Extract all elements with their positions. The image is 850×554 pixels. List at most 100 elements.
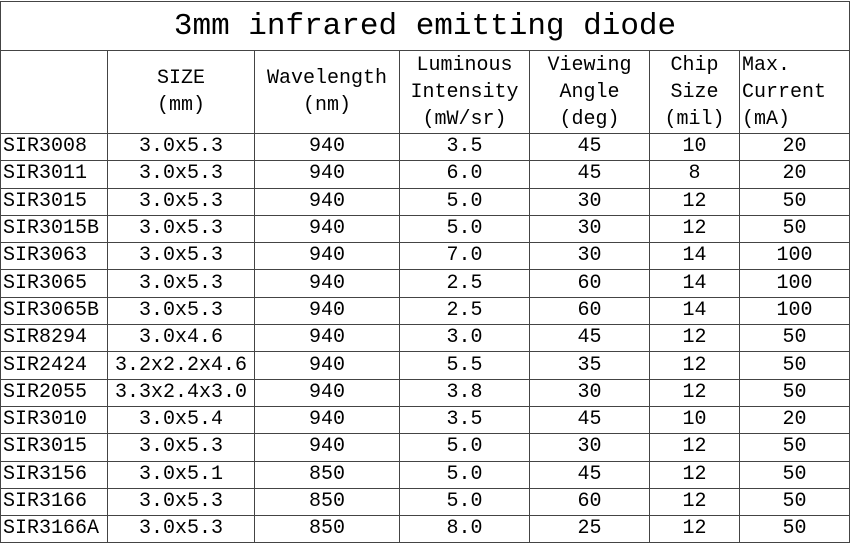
header-line: Luminous bbox=[416, 53, 513, 77]
data-row: SIR3010 3.0x5.4 940 3.5 45 10 20 bbox=[0, 405, 850, 435]
cell: 850 bbox=[254, 487, 400, 517]
cell: 12 bbox=[649, 433, 740, 462]
cell: 50 bbox=[738, 515, 850, 544]
cell: 2.5 bbox=[399, 296, 530, 326]
cell: 100 bbox=[738, 242, 850, 271]
header-cell: Chip Size (mil) bbox=[649, 50, 740, 134]
cell: 20 bbox=[738, 132, 850, 162]
part-number: SIR3015B bbox=[0, 214, 108, 244]
cell: 8 bbox=[649, 160, 740, 189]
cell: 3.5 bbox=[399, 132, 530, 162]
cell: 3.0x5.3 bbox=[107, 487, 255, 517]
part-number: SIR3063 bbox=[0, 242, 108, 271]
part-number: SIR3010 bbox=[0, 405, 108, 435]
cell: 3.8 bbox=[399, 378, 530, 407]
cell: 2.5 bbox=[399, 269, 530, 298]
header-line: (mA) bbox=[742, 107, 791, 131]
cell: 3.0x5.3 bbox=[107, 433, 255, 462]
cell: 14 bbox=[649, 296, 740, 326]
cell: 3.0x5.3 bbox=[107, 187, 255, 216]
cell: 3.0x4.6 bbox=[107, 324, 255, 353]
cell: 30 bbox=[529, 378, 650, 407]
data-row: SIR3063 3.0x5.3 940 7.0 30 14 100 bbox=[0, 242, 850, 271]
cell: 45 bbox=[529, 324, 650, 353]
cell: 60 bbox=[529, 296, 650, 326]
data-row: SIR8294 3.0x4.6 940 3.0 45 12 50 bbox=[0, 324, 850, 353]
cell: 3.0 bbox=[399, 324, 530, 353]
cell: 940 bbox=[254, 187, 400, 216]
cell: 940 bbox=[254, 242, 400, 271]
cell: 100 bbox=[738, 296, 850, 326]
data-row: SIR2055 3.3x2.4x3.0 940 3.8 30 12 50 bbox=[0, 378, 850, 407]
data-row: SIR3015B 3.0x5.3 940 5.0 30 12 50 bbox=[0, 214, 850, 244]
cell: 3.2x2.2x4.6 bbox=[107, 351, 255, 380]
data-row: SIR3166 3.0x5.3 850 5.0 60 12 50 bbox=[0, 487, 850, 517]
cell: 850 bbox=[254, 515, 400, 544]
part-number: SIR3156 bbox=[0, 460, 108, 489]
cell: 12 bbox=[649, 324, 740, 353]
cell: 35 bbox=[529, 351, 650, 380]
part-number: SIR3065B bbox=[0, 296, 108, 326]
cell: 50 bbox=[738, 487, 850, 517]
cell: 3.5 bbox=[399, 405, 530, 435]
cell: 12 bbox=[649, 214, 740, 244]
cell: 12 bbox=[649, 187, 740, 216]
cell: 3.0x5.4 bbox=[107, 405, 255, 435]
cell: 12 bbox=[649, 378, 740, 407]
cell: 50 bbox=[738, 433, 850, 462]
cell: 12 bbox=[649, 351, 740, 380]
cell: 25 bbox=[529, 515, 650, 544]
cell: 3.3x2.4x3.0 bbox=[107, 378, 255, 407]
header-cell: Viewing Angle (deg) bbox=[529, 50, 650, 134]
cell: 12 bbox=[649, 460, 740, 489]
cell: 940 bbox=[254, 214, 400, 244]
header-line: Wavelength bbox=[266, 67, 388, 90]
cell: 5.5 bbox=[399, 351, 530, 380]
cell: 50 bbox=[738, 187, 850, 216]
header-row: SIZE (mm) Wavelength (nm) Luminous Intensity (… bbox=[0, 50, 850, 134]
part-number: SIR2055 bbox=[0, 378, 108, 407]
data-row: SIR3166A 3.0x5.3 850 8.0 25 12 50 bbox=[0, 515, 850, 544]
data-row: SIR3156 3.0x5.1 850 5.0 45 12 50 bbox=[0, 460, 850, 489]
cell: 45 bbox=[529, 160, 650, 189]
cell: 100 bbox=[738, 269, 850, 298]
part-number: SIR3166 bbox=[0, 487, 108, 517]
header-cell bbox=[0, 50, 108, 134]
cell: 20 bbox=[738, 405, 850, 435]
cell: 30 bbox=[529, 187, 650, 216]
header-cell: SIZE (mm) bbox=[107, 50, 255, 134]
cell: 3.0x5.3 bbox=[107, 269, 255, 298]
cell: 5.0 bbox=[399, 460, 530, 489]
cell: 8.0 bbox=[399, 515, 530, 544]
cell: 940 bbox=[254, 160, 400, 189]
cell: 5.0 bbox=[399, 487, 530, 517]
cell: 940 bbox=[254, 132, 400, 162]
cell: 3.0x5.3 bbox=[107, 296, 255, 326]
header-line: Current bbox=[742, 80, 827, 104]
header-line: (mW/sr) bbox=[422, 107, 507, 131]
part-number: SIR3015 bbox=[0, 187, 108, 216]
header-line: Chip bbox=[670, 53, 719, 77]
cell: 850 bbox=[254, 460, 400, 489]
cell: 60 bbox=[529, 269, 650, 298]
cell: 45 bbox=[529, 460, 650, 489]
header-line: (mm) bbox=[156, 94, 205, 117]
header-line: Viewing bbox=[547, 53, 632, 77]
data-row: SIR3011 3.0x5.3 940 6.0 45 8 20 bbox=[0, 160, 850, 189]
cell: 3.0x5.1 bbox=[107, 460, 255, 489]
part-number: SIR3008 bbox=[0, 132, 108, 162]
header-line: (nm) bbox=[302, 94, 351, 117]
cell: 50 bbox=[738, 378, 850, 407]
cell: 30 bbox=[529, 214, 650, 244]
cell: 50 bbox=[738, 460, 850, 489]
cell: 12 bbox=[649, 515, 740, 544]
cell: 940 bbox=[254, 378, 400, 407]
cell: 12 bbox=[649, 487, 740, 517]
cell: 3.0x5.3 bbox=[107, 515, 255, 544]
header-cell: Luminous Intensity (mW/sr) bbox=[399, 50, 530, 134]
cell: 50 bbox=[738, 214, 850, 244]
data-row: SIR2424 3.2x2.2x4.6 940 5.5 35 12 50 bbox=[0, 351, 850, 380]
cell: 50 bbox=[738, 351, 850, 380]
